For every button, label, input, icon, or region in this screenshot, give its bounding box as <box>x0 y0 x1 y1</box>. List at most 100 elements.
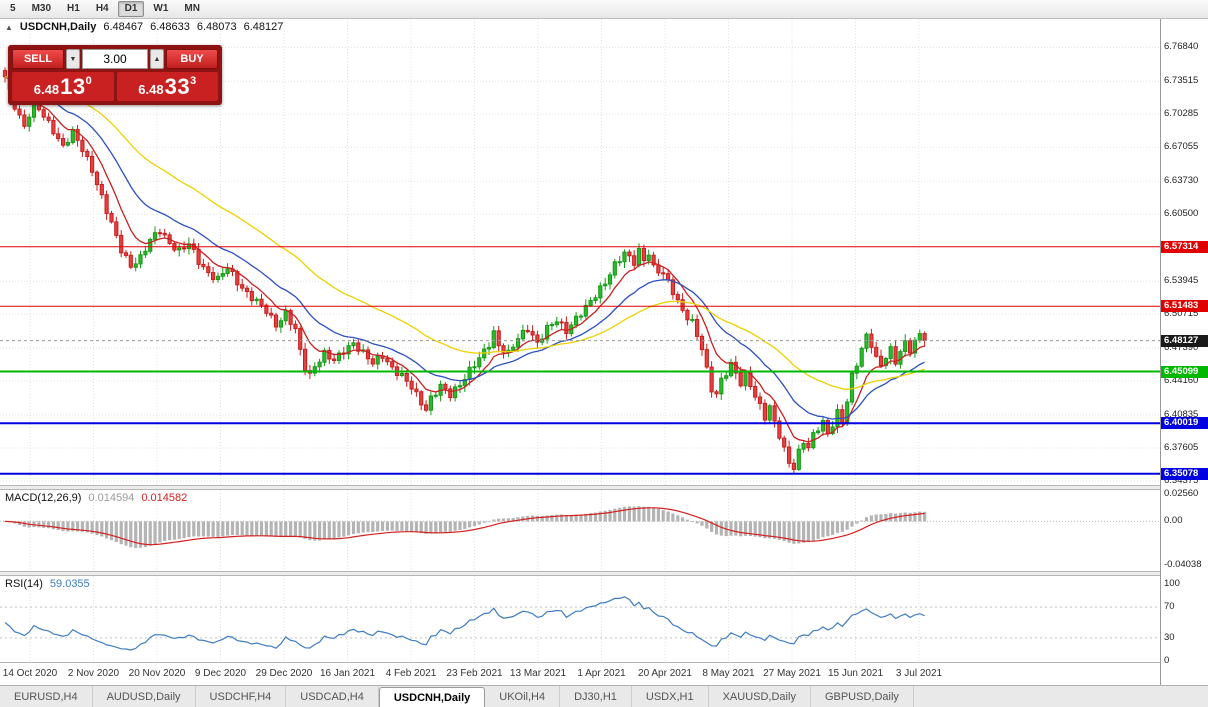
tab-audusd-daily[interactable]: AUDUSD,Daily <box>93 686 196 707</box>
macd-chart-canvas[interactable] <box>0 490 1160 571</box>
time-label: 14 Oct 2020 <box>2 668 58 679</box>
chevron-down-icon: ▼ <box>69 55 77 63</box>
pane-splitter[interactable] <box>0 485 1160 490</box>
chart-symbol-label: USDCNH,Daily <box>19 21 97 33</box>
timeframe-5[interactable]: 5 <box>10 3 16 14</box>
price-pane[interactable]: ▲ USDCNH,Daily 6.48467 6.48633 6.48073 6… <box>0 19 1160 485</box>
volume-input[interactable] <box>82 49 148 69</box>
axis-tick: 6.47390 <box>1164 342 1199 354</box>
chart-region: ▲ USDCNH,Daily 6.48467 6.48633 6.48073 6… <box>0 19 1208 685</box>
time-label: 9 Dec 2020 <box>194 668 247 679</box>
macd-value-main: 0.014594 <box>88 492 135 504</box>
sell-price-base: 6.48 <box>33 82 60 97</box>
rsi-title: RSI(14) <box>5 578 43 590</box>
axis-tick: 6.53945 <box>1164 275 1199 287</box>
price-tag: 6.35078 <box>1161 467 1208 480</box>
axis-tick: 6.76840 <box>1164 41 1199 53</box>
axis-tick: 6.37605 <box>1164 442 1199 453</box>
tab-eurusd-h4[interactable]: EURUSD,H4 <box>0 686 93 707</box>
chart-plots: ▲ USDCNH,Daily 6.48467 6.48633 6.48073 6… <box>0 19 1160 685</box>
tab-ukoil-h4[interactable]: UKOil,H4 <box>485 686 561 707</box>
volume-decrease-button[interactable]: ▼ <box>66 49 80 69</box>
timeframe-toolbar: 5 M30 H1 H4 D1 W1 MN <box>0 0 1208 19</box>
ohlc-high: 6.48633 <box>150 21 190 33</box>
tab-usdcnh-daily[interactable]: USDCNH,Daily <box>378 687 486 707</box>
axis-tick: 6.40835 <box>1164 409 1199 420</box>
axis-tick: 6.60500 <box>1164 208 1199 220</box>
sell-price-fraction: 0 <box>85 75 92 87</box>
buy-button[interactable]: BUY <box>166 49 218 69</box>
timeframe-h1[interactable]: H1 <box>67 3 80 14</box>
grid <box>0 576 1160 662</box>
axis-tick: 6.67055 <box>1164 141 1199 153</box>
timeframe-h4[interactable]: H4 <box>95 3 109 14</box>
axis-tick: 6.73515 <box>1164 75 1199 87</box>
time-label: 20 Apr 2021 <box>638 668 692 679</box>
macd-signal-line <box>4 507 925 546</box>
timeframe-mn[interactable]: MN <box>184 3 200 14</box>
timeframe-m30[interactable]: M30 <box>31 3 52 14</box>
rsi-line <box>4 596 925 651</box>
axis-tick: 6.50715 <box>1164 308 1199 320</box>
time-label: 13 Mar 2021 <box>509 668 567 679</box>
ohlc-low: 6.48073 <box>196 21 237 33</box>
time-label: 15 Jun 2021 <box>827 668 884 679</box>
tab-gbpusd-daily[interactable]: GBPUSD,Daily <box>811 686 914 707</box>
time-label: 29 Dec 2020 <box>255 668 313 679</box>
tab-usdx-h1[interactable]: USDX,H1 <box>632 686 709 707</box>
axis-tick: 30 <box>1164 631 1175 643</box>
ohlc-open: 6.48467 <box>103 21 144 33</box>
axis-tick: 6.34375 <box>1164 475 1199 486</box>
grid <box>0 19 1160 485</box>
axis-tick: 6.70285 <box>1164 108 1199 120</box>
ma-line-8 <box>4 76 925 443</box>
time-axis[interactable]: 14 Oct 2020 2 Nov 2020 20 Nov 2020 9 Dec 20… <box>0 662 1160 685</box>
timeframe-w1[interactable]: W1 <box>153 3 169 14</box>
axis-tick: 0.02560 <box>1164 488 1199 500</box>
time-label: 1 Apr 2021 <box>577 668 626 679</box>
axis-tick: 6.44160 <box>1164 375 1199 387</box>
time-label: 27 May 2021 <box>763 668 821 679</box>
macd-pane[interactable]: MACD(12,26,9) 0.014594 0.014582 <box>0 490 1160 571</box>
tab-dj30-h1[interactable]: DJ30,H1 <box>560 686 632 707</box>
level-lines <box>0 246 1160 475</box>
rsi-chart-canvas[interactable] <box>0 576 1160 662</box>
sell-button[interactable]: SELL <box>12 49 64 69</box>
one-click-trading-panel: SELL ▼ ▲ BUY 6.48130 6.48333 <box>8 45 222 105</box>
axis-tick: 0.00 <box>1164 515 1183 527</box>
time-label: 4 Feb 2021 <box>385 668 437 679</box>
axis-tick: 6.63730 <box>1164 175 1199 187</box>
price-tag: 6.48127 <box>1161 334 1208 347</box>
time-label: 2 Nov 2020 <box>67 668 120 679</box>
price-tag: 6.57314 <box>1161 240 1208 253</box>
tab-xauusd-daily[interactable]: XAUUSD,Daily <box>709 686 811 707</box>
price-axis[interactable]: 6.76840 6.73515 6.70285 6.67055 6.63730 6.605… <box>1160 19 1208 685</box>
tab-usdchf-h4[interactable]: USDCHF,H4 <box>196 686 287 707</box>
macd-value-signal: 0.014582 <box>141 492 188 504</box>
macd-title: MACD(12,26,9) <box>5 492 82 504</box>
time-label: 3 Jul 2021 <box>895 668 943 679</box>
time-label: 23 Feb 2021 <box>446 668 503 679</box>
tab-usdcad-h4[interactable]: USDCAD,H4 <box>286 686 379 707</box>
chart-tabbar: EURUSD,H4 AUDUSD,Daily USDCHF,H4 USDCAD,H4 U… <box>0 685 1208 707</box>
pane-splitter[interactable] <box>0 571 1160 576</box>
sell-price-pips: 13 <box>60 74 86 99</box>
axis-tick: 70 <box>1164 601 1175 613</box>
buy-price[interactable]: 6.48333 <box>116 72 218 101</box>
rsi-label: RSI(14) 59.0355 <box>5 578 90 590</box>
buy-price-base: 6.48 <box>138 82 164 97</box>
volume-increase-button[interactable]: ▲ <box>150 49 164 69</box>
time-label: 20 Nov 2020 <box>128 668 186 679</box>
grid <box>0 490 1160 571</box>
macd-histogram <box>3 506 927 548</box>
ma-line-20 <box>4 76 925 420</box>
time-label: 8 May 2021 <box>702 668 755 679</box>
axis-tick: -0.04038 <box>1164 558 1202 570</box>
sell-price[interactable]: 6.48130 <box>12 72 114 101</box>
rsi-pane[interactable]: RSI(14) 59.0355 <box>0 576 1160 662</box>
rsi-value: 59.0355 <box>49 578 90 590</box>
ohlc-close: 6.48127 <box>243 21 284 33</box>
timeframe-d1[interactable]: D1 <box>117 1 145 17</box>
price-tag: 6.45099 <box>1161 365 1208 378</box>
